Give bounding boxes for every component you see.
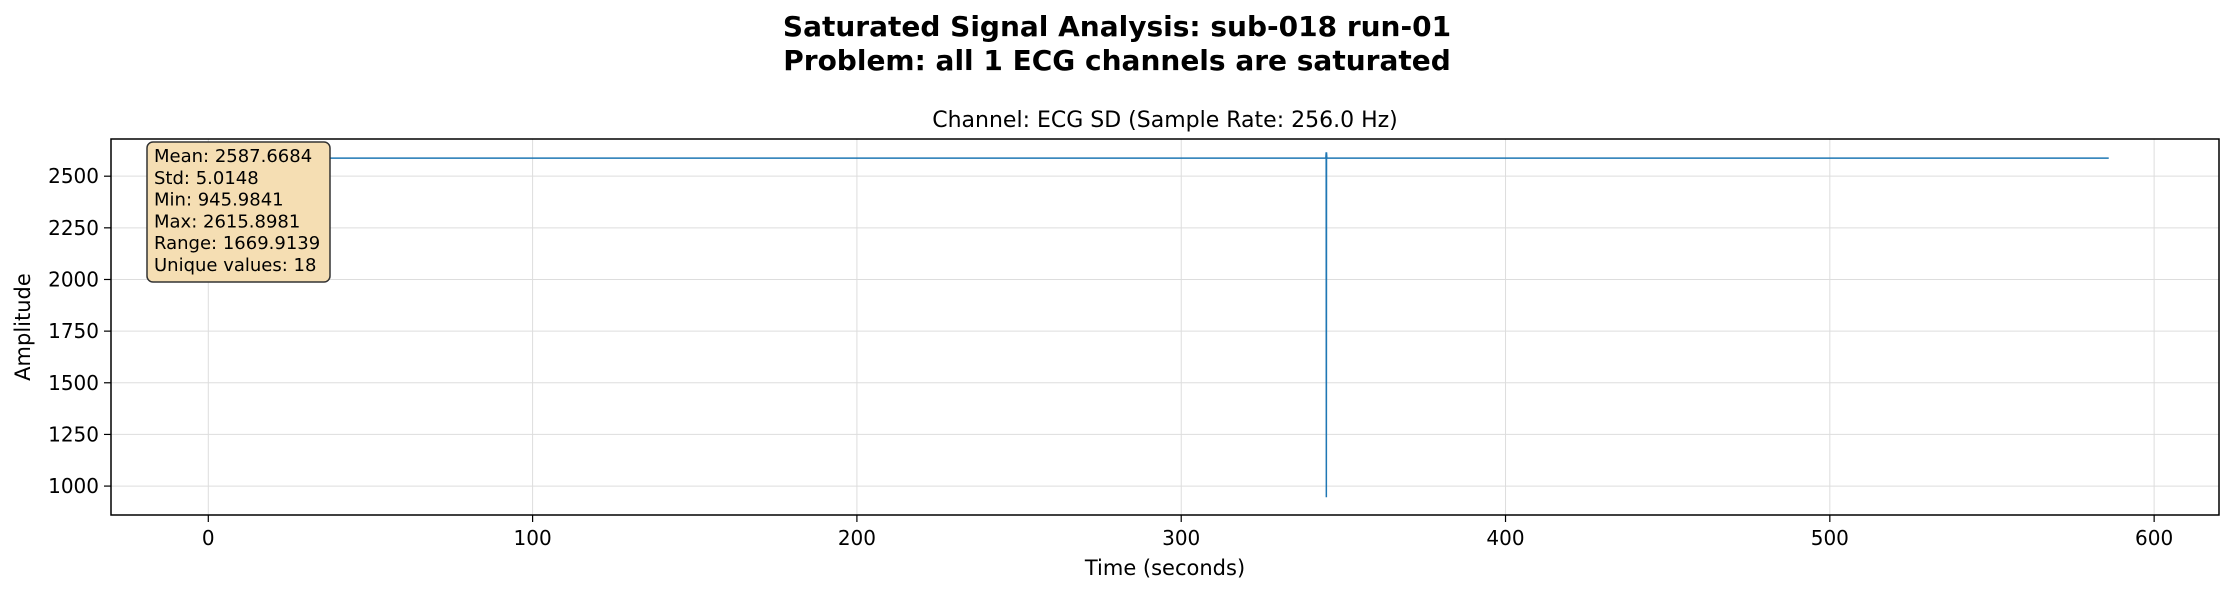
figure-title-line-1: Saturated Signal Analysis: sub-018 run-0… <box>783 10 1451 43</box>
x-tick-label: 300 <box>1162 526 1200 550</box>
x-tick-label: 200 <box>838 526 876 550</box>
stats-line: Range: 1669.9139 <box>154 233 320 254</box>
ticks: 0 100 200 300 400 500 600 1000 1250 1500 1750 2000 2… <box>48 164 2173 550</box>
stats-line: Std: 5.0148 <box>154 168 259 189</box>
signal-line <box>208 152 2109 498</box>
stats-line: Min: 945.9841 <box>154 190 284 211</box>
y-tick-label: 1750 <box>48 319 99 343</box>
x-tick-label: 0 <box>202 526 215 550</box>
plot-frame <box>110 138 2220 516</box>
figure-title-line-2: Problem: all 1 ECG channels are saturate… <box>783 44 1451 77</box>
stats-box-background <box>146 141 331 283</box>
y-tick-label: 2000 <box>48 267 99 291</box>
y-tick-label: 1000 <box>48 474 99 498</box>
x-tick-label: 500 <box>1811 526 1849 550</box>
x-tick-label: 100 <box>514 526 552 550</box>
y-tick-label: 2250 <box>48 216 99 240</box>
stats-line: Unique values: 18 <box>154 255 316 276</box>
y-axis-label: Amplitude <box>11 273 35 381</box>
axes-title: Channel: ECG SD (Sample Rate: 256.0 Hz) <box>932 108 1398 133</box>
stats-line: Max: 2615.8981 <box>154 211 300 232</box>
stats-line: Mean: 2587.6684 <box>154 146 312 167</box>
y-tick-label: 1500 <box>48 371 99 395</box>
x-axis-label: Time (seconds) <box>1084 556 1245 580</box>
y-tick-label: 1250 <box>48 422 99 446</box>
x-tick-label: 600 <box>2135 526 2173 550</box>
y-tick-label: 2500 <box>48 164 99 188</box>
grid <box>111 139 2219 515</box>
x-tick-label: 400 <box>1486 526 1524 550</box>
series <box>208 152 2109 498</box>
